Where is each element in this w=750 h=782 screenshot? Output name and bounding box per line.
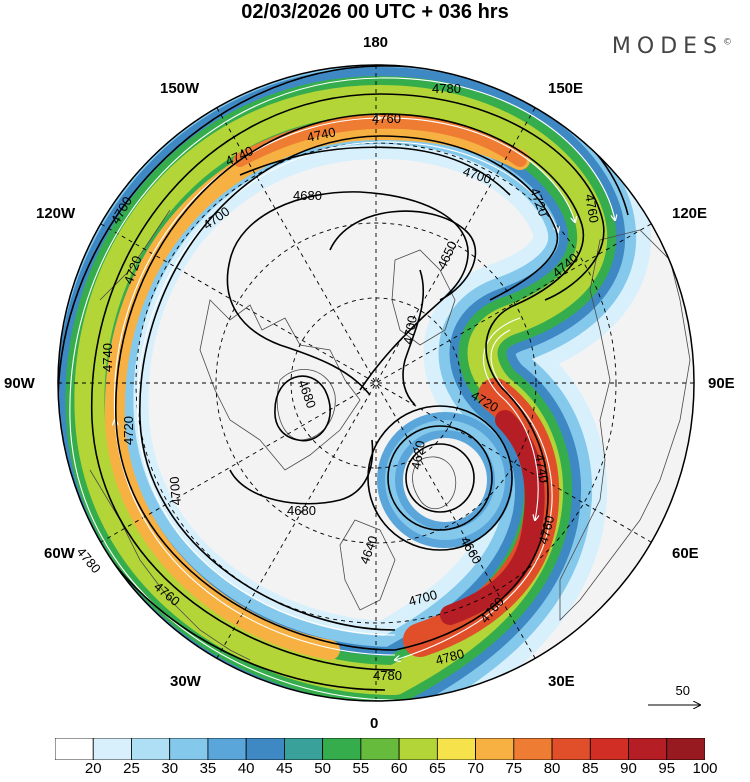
lon-label-180: 180 (363, 34, 389, 51)
contour-label: 4720 (121, 416, 136, 445)
colorbar-tick-label: 85 (581, 760, 599, 777)
contour-label: 4620 (408, 439, 428, 470)
colorbar-swatch (169, 738, 209, 760)
colorbar-swatch (589, 738, 629, 760)
colorbar-tick-label: 60 (390, 760, 408, 777)
colorbar-tick-label: 95 (658, 760, 676, 777)
wind-reference-value: 50 (675, 683, 690, 698)
colorbar-swatch (551, 738, 591, 760)
colorbar-swatch (245, 738, 285, 760)
contour-label: 4780 (434, 646, 466, 668)
colorbar-swatch (360, 738, 400, 760)
contour-label: 4680 (293, 188, 322, 203)
colorbar-swatch (131, 738, 171, 760)
colorbar-tick-label: 55 (352, 760, 370, 777)
colorbar (55, 738, 705, 760)
colorbar-swatch (475, 738, 515, 760)
colorbar-tick-label: 75 (505, 760, 523, 777)
lon-label-60e: 60E (672, 545, 699, 562)
colorbar-tick-label: 40 (237, 760, 255, 777)
contour-label: 4740 (306, 124, 337, 145)
colorbar-swatch (666, 738, 705, 760)
contour-label: 4780 (373, 668, 402, 683)
contour-label: 4740 (532, 453, 552, 484)
colorbar-tick-label: 90 (620, 760, 637, 777)
contour-label: 4760 (582, 193, 602, 224)
colorbar-swatch (628, 738, 668, 760)
colorbar-tick-label: 20 (84, 760, 102, 777)
lon-label-120e: 120E (672, 205, 708, 222)
contour-label: 4780 (432, 81, 461, 96)
colorbar-swatch (55, 738, 94, 760)
brand-copyright-mark: © (723, 37, 732, 48)
brand-logo: MODES© (612, 34, 732, 59)
colorbar-tick-label: 50 (314, 760, 331, 777)
colorbar-swatch (513, 738, 553, 760)
map-boundary (57, 64, 695, 702)
colorbar-swatch (322, 738, 362, 760)
lon-label-150e: 150E (548, 80, 584, 97)
colorbar-swatch (92, 738, 132, 760)
colorbar-tick-label: 30 (161, 760, 179, 777)
colorbar-tick-label: 70 (467, 760, 484, 777)
contour-label: 4700 (400, 314, 420, 345)
contour-label: 4700 (407, 587, 439, 609)
colorbar-tick-label: 25 (123, 760, 140, 777)
lon-label-120w: 120W (36, 205, 76, 222)
colorbar-tick-label: 35 (199, 760, 217, 777)
lon-label-30w: 30W (170, 673, 201, 690)
colorbar-tick-label: 65 (429, 760, 446, 777)
contour-label: 4740 (100, 343, 115, 372)
lon-label-0: 0 (370, 715, 379, 732)
colorbar-labels: 20 25 30 35 40 45 50 55 60 65 70 75 80 85 90 95 100 (0, 760, 750, 780)
polar-map: 4780 4760 4740 4740 4700 4680 4700 4700 … (57, 64, 750, 735)
contour-label: 4680 (287, 503, 316, 518)
colorbar-tick-label: 45 (276, 760, 293, 777)
colorbar-tick-label: 80 (543, 760, 561, 777)
lon-label-150w: 150W (160, 80, 200, 97)
lon-label-60w: 60W (44, 545, 75, 562)
colorbar-swatch (436, 738, 476, 760)
chart-title: 02/03/2026 00 UTC + 036 hrs (241, 1, 509, 23)
colorbar-swatch (398, 738, 438, 760)
contour-label: 4760 (535, 514, 557, 546)
contour-label: 4780 (74, 544, 104, 576)
colorbar-swatch (207, 738, 247, 760)
contour-label: 4760 (372, 111, 401, 126)
lon-label-90w: 90W (4, 375, 35, 392)
wind-streamlines (69, 77, 615, 701)
brand-name: MODES (611, 34, 723, 59)
lon-label-30e: 30E (548, 673, 575, 690)
contour-label: 4700 (167, 476, 184, 506)
lon-label-90e: 90E (708, 375, 735, 392)
colorbar-tick-label: 100 (692, 760, 718, 777)
colorbar-swatch (284, 738, 324, 760)
